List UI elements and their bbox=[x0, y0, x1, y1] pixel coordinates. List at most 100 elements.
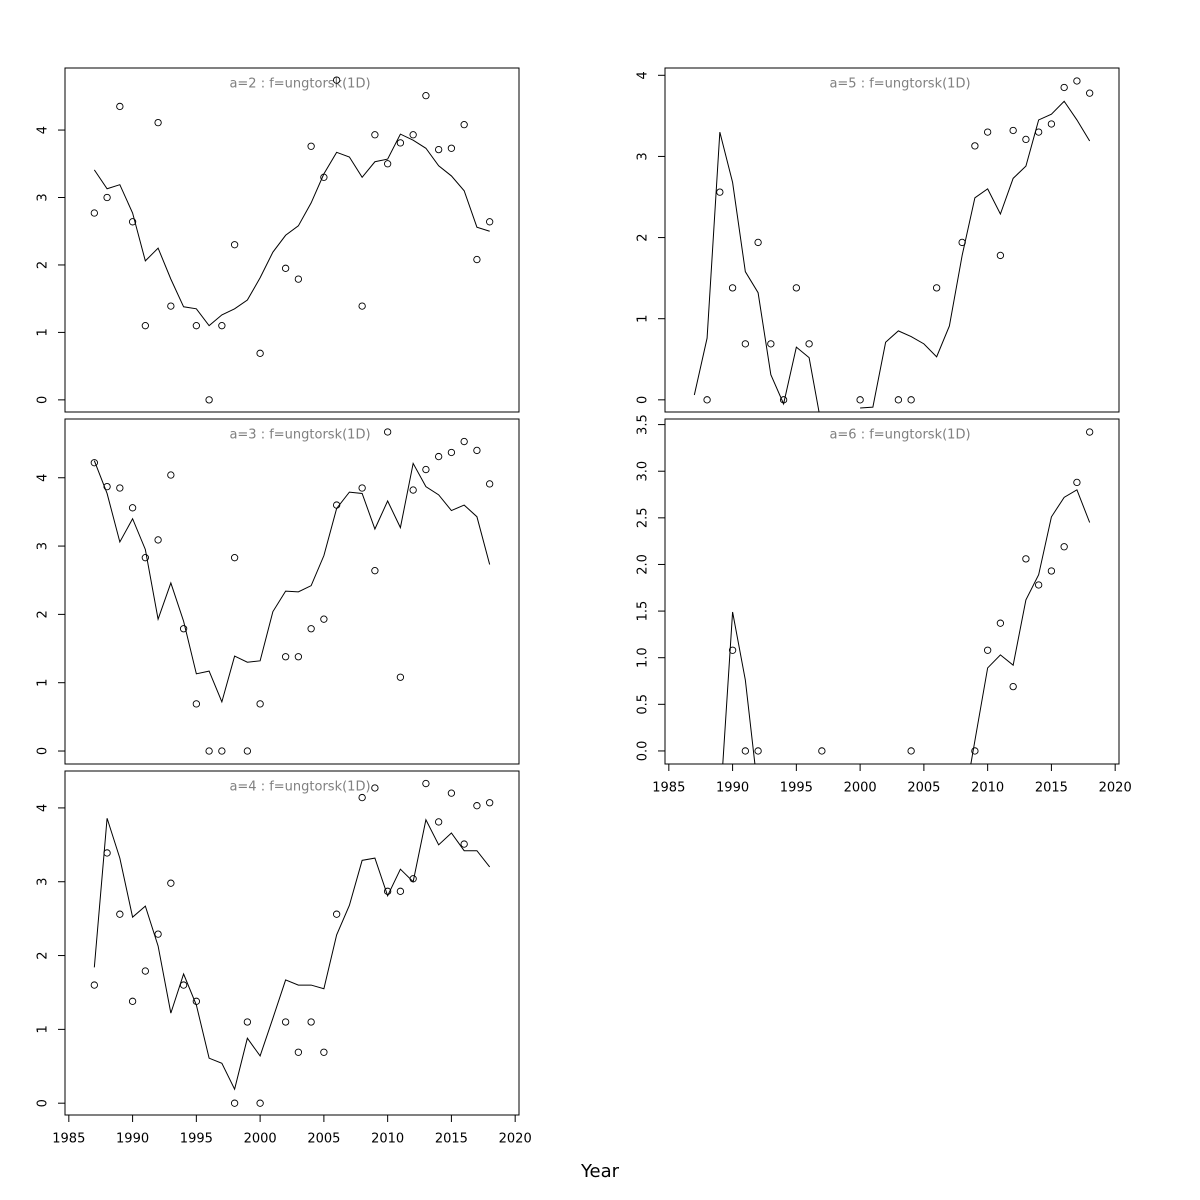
observed-point bbox=[486, 218, 494, 226]
fit-line bbox=[93, 818, 491, 1091]
observed-point bbox=[1073, 478, 1081, 487]
x-tick-label: 1985 bbox=[52, 1132, 85, 1147]
observed-point bbox=[243, 1018, 252, 1026]
observed-point bbox=[767, 340, 775, 348]
observed-point bbox=[805, 340, 813, 348]
observed-point bbox=[983, 646, 992, 654]
observed-point bbox=[409, 486, 417, 494]
x-tick-label: 1995 bbox=[780, 781, 813, 796]
observed-point bbox=[1047, 120, 1056, 128]
observed-point bbox=[422, 465, 430, 474]
observed-point bbox=[332, 910, 341, 918]
observed-point bbox=[754, 238, 762, 247]
observed-point bbox=[256, 700, 264, 708]
y-tick-label: 2 bbox=[36, 610, 51, 618]
observed-point bbox=[90, 981, 98, 989]
observed-point bbox=[383, 887, 392, 895]
observed-point bbox=[154, 118, 162, 127]
observed-point bbox=[486, 480, 494, 488]
observed-point bbox=[447, 144, 456, 152]
observed-point bbox=[1022, 135, 1030, 144]
observed-point bbox=[320, 615, 328, 623]
fit-line bbox=[93, 133, 490, 327]
y-tick-label: 0.0 bbox=[636, 741, 651, 762]
x-tick-label: 1990 bbox=[716, 781, 749, 796]
observed-point bbox=[486, 799, 494, 807]
observed-point bbox=[741, 340, 749, 348]
observed-point bbox=[779, 396, 788, 404]
observed-point bbox=[396, 139, 405, 147]
observed-point bbox=[307, 142, 315, 150]
y-tick-label: 3 bbox=[36, 542, 51, 550]
observed-point bbox=[1073, 77, 1081, 85]
observed-point bbox=[1060, 543, 1068, 551]
observed-point bbox=[754, 747, 762, 755]
x-tick-label: 2000 bbox=[244, 1132, 277, 1147]
y-tick-label: 2.5 bbox=[636, 507, 651, 528]
observed-point bbox=[307, 1018, 315, 1026]
observed-point bbox=[320, 1048, 328, 1056]
y-tick-label: 2 bbox=[36, 951, 51, 959]
observed-point bbox=[371, 567, 379, 575]
observed-point bbox=[1086, 89, 1094, 97]
observed-point bbox=[281, 264, 290, 272]
observed-point bbox=[179, 981, 188, 989]
x-tick-label: 2000 bbox=[844, 781, 877, 796]
observed-point bbox=[971, 142, 979, 150]
observed-point bbox=[116, 910, 124, 918]
observed-point bbox=[205, 747, 213, 755]
observed-point bbox=[1022, 555, 1030, 563]
y-tick-label: 1 bbox=[36, 1025, 51, 1033]
observed-point bbox=[256, 1099, 264, 1107]
fit-line bbox=[722, 489, 1091, 764]
observed-point bbox=[307, 625, 315, 633]
observed-point bbox=[141, 554, 149, 562]
y-tick-label: 4 bbox=[36, 126, 51, 134]
y-tick-label: 4 bbox=[36, 804, 51, 812]
observed-point bbox=[128, 504, 137, 512]
observed-point bbox=[192, 322, 201, 330]
y-tick-label: 4 bbox=[36, 474, 51, 482]
observed-point bbox=[256, 349, 264, 357]
observed-point bbox=[728, 284, 737, 292]
y-tick-label: 0 bbox=[36, 747, 51, 755]
observed-point bbox=[703, 396, 711, 404]
observed-point bbox=[281, 653, 290, 661]
observed-point bbox=[218, 322, 226, 330]
fit-line bbox=[693, 100, 1091, 412]
x-tick-label: 2005 bbox=[307, 1132, 340, 1147]
y-tick-label: 1.0 bbox=[636, 647, 651, 668]
panel: a=2 : f=ungtorsk(1D) 0 1 2 3 4 bbox=[36, 67, 520, 413]
x-tick-label: 1985 bbox=[652, 781, 685, 796]
observed-point bbox=[179, 625, 188, 633]
y-tick-label: 1.5 bbox=[636, 601, 651, 622]
observed-point bbox=[435, 145, 443, 154]
observed-point bbox=[422, 92, 430, 100]
observed-point bbox=[396, 887, 405, 895]
observed-point bbox=[154, 930, 162, 938]
observed-point bbox=[90, 459, 98, 467]
y-tick-label: 0 bbox=[636, 396, 651, 404]
x-axis-label: Year bbox=[580, 1161, 620, 1182]
observed-point bbox=[383, 428, 392, 436]
observed-point bbox=[907, 396, 915, 404]
observed-point bbox=[447, 448, 456, 457]
observed-point bbox=[818, 747, 826, 755]
y-tick-label: 4 bbox=[636, 71, 651, 79]
observed-point bbox=[371, 784, 379, 792]
plot-frame bbox=[64, 418, 520, 765]
observed-point bbox=[358, 484, 366, 492]
observed-point bbox=[103, 482, 111, 491]
plot-frame bbox=[64, 67, 520, 413]
observed-point bbox=[294, 1048, 303, 1056]
observed-point bbox=[983, 128, 992, 136]
panel: a=3 : f=ungtorsk(1D) 0 1 2 3 4 bbox=[36, 418, 520, 765]
observed-point bbox=[396, 673, 405, 681]
observed-point bbox=[971, 747, 979, 755]
observed-point bbox=[409, 875, 417, 883]
observed-point bbox=[103, 849, 111, 857]
x-tick-label: 2015 bbox=[435, 1132, 468, 1147]
observed-point bbox=[294, 275, 303, 283]
panel: a=5 : f=ungtorsk(1D) 0 1 2 3 4 bbox=[636, 67, 1120, 413]
